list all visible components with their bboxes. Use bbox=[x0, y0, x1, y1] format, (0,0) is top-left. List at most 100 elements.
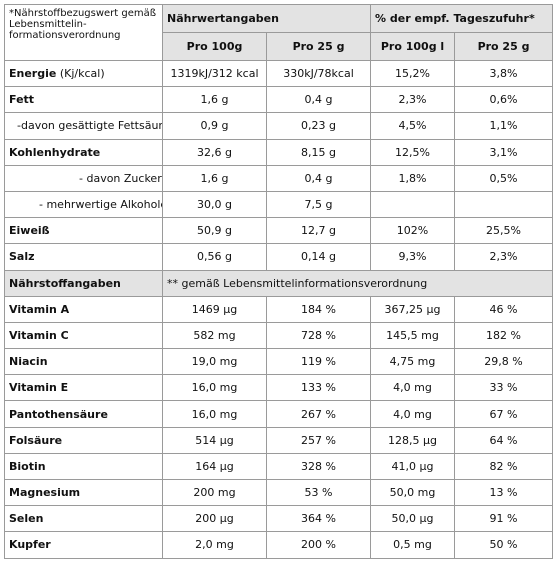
naehrstoffangaben-label: Nährstoffangaben bbox=[4, 269, 163, 297]
row-label: Vitamin C bbox=[4, 321, 163, 350]
cell-value: 328 % bbox=[265, 452, 372, 481]
cell-value: 12,5% bbox=[370, 138, 456, 166]
cell-value: 0,9 g bbox=[162, 112, 267, 140]
cell-value: 46 % bbox=[454, 295, 554, 323]
cell-value: 33 % bbox=[454, 374, 554, 402]
cell-value: 50,0 µg bbox=[370, 505, 456, 533]
cell-value: 0,14 g bbox=[265, 243, 372, 271]
cell-value: 3,8% bbox=[454, 59, 554, 88]
cell-value: 119 % bbox=[265, 348, 372, 376]
col-percent-100g: Pro 100g l bbox=[370, 32, 456, 61]
table-row: Vitamin A 1469 µg 184 % 367,25 µg 46 % bbox=[4, 295, 554, 323]
cell-value: 1,6 g bbox=[162, 164, 267, 192]
row-label: Eiweiß bbox=[4, 217, 163, 245]
row-label: Kupfer bbox=[4, 531, 163, 559]
col-percent-25g: Pro 25 g bbox=[454, 32, 554, 61]
row-label: - mehrwertige Alkohole bbox=[4, 190, 163, 219]
cell-value: 257 % bbox=[265, 426, 372, 454]
table-row: Pantothensäure 16,0 mg 267 % 4,0 mg 67 % bbox=[4, 400, 554, 428]
cell-value: 184 % bbox=[265, 295, 372, 323]
table-row: Selen 200 µg 364 % 50,0 µg 91 % bbox=[4, 505, 554, 533]
cell-value: 133 % bbox=[265, 374, 372, 402]
cell-value: 50 % bbox=[454, 531, 554, 559]
row-label: Pantothensäure bbox=[4, 400, 163, 428]
cell-value: 364 % bbox=[265, 505, 372, 533]
row-label: Niacin bbox=[4, 348, 163, 376]
row-label: Energie (Kj/kcal) bbox=[4, 59, 163, 88]
cell-value: 13 % bbox=[454, 478, 554, 507]
cell-value: 7,5 g bbox=[265, 190, 372, 219]
row-label: Fett bbox=[4, 86, 163, 114]
table-row: - mehrwertige Alkohole 30,0 g 7,5 g bbox=[4, 190, 554, 219]
table-row: Salz 0,56 g 0,14 g 9,3% 2,3% bbox=[4, 243, 554, 271]
cell-value: 0,6% bbox=[454, 86, 554, 114]
table-row: Vitamin C 582 mg 728 % 145,5 mg 182 % bbox=[4, 321, 554, 350]
cell-value: 15,2% bbox=[370, 59, 456, 88]
cell-value: 367,25 µg bbox=[370, 295, 456, 323]
cell-value: 514 µg bbox=[162, 426, 267, 454]
cell-value: 330kJ/78kcal bbox=[265, 59, 372, 88]
cell-value: 1,1% bbox=[454, 112, 554, 140]
cell-value: 582 mg bbox=[162, 321, 267, 350]
cell-value: 91 % bbox=[454, 505, 554, 533]
cell-value: 0,5% bbox=[454, 164, 554, 192]
cell-value bbox=[454, 190, 554, 219]
cell-value: 0,4 g bbox=[265, 164, 372, 192]
cell-value: 53 % bbox=[265, 478, 372, 507]
cell-value: 4,0 mg bbox=[370, 374, 456, 402]
cell-value: 67 % bbox=[454, 400, 554, 428]
row-label: Kohlenhydrate bbox=[4, 138, 163, 166]
row-label: -davon gesättigte Fettsäure bbox=[4, 112, 163, 140]
row-label: Vitamin E bbox=[4, 374, 163, 402]
cell-value: 1,6 g bbox=[162, 86, 267, 114]
cell-value: 0,23 g bbox=[265, 112, 372, 140]
cell-value: 64 % bbox=[454, 426, 554, 454]
cell-value: 4,75 mg bbox=[370, 348, 456, 376]
cell-value: 19,0 mg bbox=[162, 348, 267, 376]
table-row: Fett 1,6 g 0,4 g 2,3% 0,6% bbox=[4, 86, 554, 114]
cell-value: 0,56 g bbox=[162, 243, 267, 271]
cell-value: 82 % bbox=[454, 452, 554, 481]
cell-value: 102% bbox=[370, 217, 456, 245]
naehrwertangaben-header: Nährwertangaben bbox=[161, 4, 372, 33]
cell-value: 29,8 % bbox=[454, 348, 554, 376]
header-row-2: Pro 100g Pro 25 g Pro 100g l Pro 25 g bbox=[5, 32, 554, 61]
cell-value: 9,3% bbox=[370, 243, 456, 271]
row-label: Biotin bbox=[4, 452, 163, 481]
cell-value: 50,9 g bbox=[162, 217, 267, 245]
cell-value: 128,5 µg bbox=[370, 426, 456, 454]
row-label: Magnesium bbox=[4, 478, 163, 507]
row-label: - davon Zucker bbox=[4, 164, 163, 192]
cell-value: 1469 µg bbox=[162, 295, 267, 323]
cell-value: 4,5% bbox=[370, 112, 456, 140]
naehrstoffangaben-note: ** gemäß Lebensmittelinformationsverordn… bbox=[161, 269, 554, 297]
cell-value: 200 mg bbox=[162, 478, 267, 507]
table-row: Eiweiß 50,9 g 12,7 g 102% 25,5% bbox=[4, 217, 554, 245]
cell-value: 164 µg bbox=[162, 452, 267, 481]
row-label: Folsäure bbox=[4, 426, 163, 454]
table-row: Energie (Kj/kcal) 1319kJ/312 kcal 330kJ/… bbox=[4, 59, 554, 88]
cell-value: 145,5 mg bbox=[370, 321, 456, 350]
section-row: Nährstoffangaben ** gemäß Lebensmittelin… bbox=[4, 269, 554, 297]
cell-value: 1319kJ/312 kcal bbox=[162, 59, 267, 88]
cell-value: 182 % bbox=[454, 321, 554, 350]
table-row: Vitamin E 16,0 mg 133 % 4,0 mg 33 % bbox=[4, 374, 554, 402]
cell-value: 41,0 µg bbox=[370, 452, 456, 481]
cell-value: 200 % bbox=[265, 531, 372, 559]
reference-note: *Nährstoffbezugswert gemäß Lebensmitteli… bbox=[4, 4, 163, 61]
table-row: Kupfer 2,0 mg 200 % 0,5 mg 50 % bbox=[4, 531, 554, 559]
cell-value: 728 % bbox=[265, 321, 372, 350]
cell-value: 1,8% bbox=[370, 164, 456, 192]
col-pro-25g: Pro 25 g bbox=[265, 32, 372, 61]
tageszufuhr-header: % der empf. Tageszufuhr* bbox=[370, 4, 554, 33]
row-label: Salz bbox=[4, 243, 163, 271]
nutrition-table: *Nährstoffbezugswert gemäß Lebensmitteli… bbox=[4, 4, 554, 559]
cell-value: 12,7 g bbox=[265, 217, 372, 245]
cell-value: 30,0 g bbox=[162, 190, 267, 219]
table-row: - davon Zucker 1,6 g 0,4 g 1,8% 0,5% bbox=[4, 164, 554, 192]
table-row: Niacin 19,0 mg 119 % 4,75 mg 29,8 % bbox=[4, 348, 554, 376]
cell-value: 200 µg bbox=[162, 505, 267, 533]
cell-value: 50,0 mg bbox=[370, 478, 456, 507]
cell-value: 3,1% bbox=[454, 138, 554, 166]
cell-value bbox=[370, 190, 456, 219]
